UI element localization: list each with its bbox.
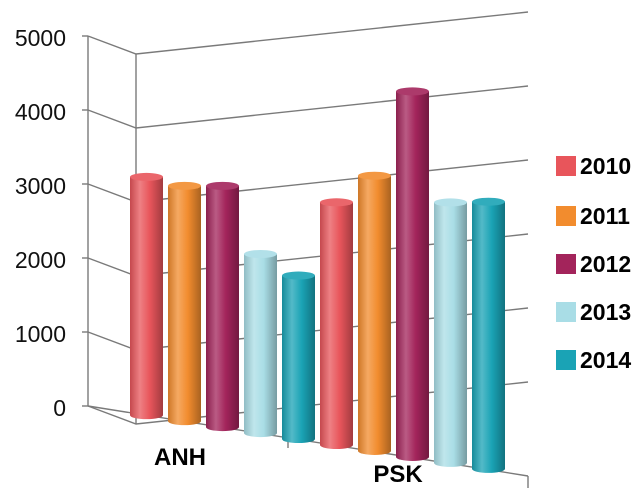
bar-ANH-2013 xyxy=(244,254,277,438)
legend-swatch-2010 xyxy=(556,156,576,176)
legend-swatch-2011 xyxy=(556,206,576,226)
y-tick-label: 3000 xyxy=(15,173,66,199)
x-category-label: ANH xyxy=(154,444,206,471)
legend-swatch-2014 xyxy=(556,350,576,370)
x-category-label: PSK xyxy=(373,461,423,488)
gridline xyxy=(87,85,529,129)
legend-label-2013: 2013 xyxy=(580,299,631,325)
legend-label-2011: 2011 xyxy=(580,203,630,229)
gridline xyxy=(87,11,529,55)
y-tick-label: 2000 xyxy=(15,247,66,273)
legend: 2010 2011 2012 2013 2014 xyxy=(556,153,631,373)
y-tick-label: 4000 xyxy=(15,99,66,125)
bar-PSK-2012 xyxy=(396,91,429,461)
bar-PSK-2013 xyxy=(434,202,467,467)
bar-top-PSK-2011 xyxy=(358,171,391,180)
x-axis: ANH PSK xyxy=(154,444,423,488)
bar-top-PSK-2014 xyxy=(472,197,505,206)
bars xyxy=(130,87,505,473)
bar-ANH-2011 xyxy=(168,185,201,426)
bar-top-ANH-2010 xyxy=(130,172,163,181)
y-tick-label: 1000 xyxy=(15,321,66,347)
bar-top-ANH-2014 xyxy=(282,271,315,280)
legend-swatch-2012 xyxy=(556,254,576,274)
bar-top-PSK-2010 xyxy=(320,198,353,207)
bar-top-ANH-2012 xyxy=(206,181,239,190)
legend-label-2012: 2012 xyxy=(580,251,631,277)
bar-ANH-2014 xyxy=(282,275,315,444)
y-tick-label: 5000 xyxy=(15,25,66,51)
legend-label-2010: 2010 xyxy=(580,153,631,179)
bar-ANH-2012 xyxy=(206,185,239,432)
bar-top-PSK-2012 xyxy=(396,87,429,96)
bar-top-PSK-2013 xyxy=(434,198,467,207)
bar-PSK-2010 xyxy=(320,202,353,450)
bar-ANH-2010 xyxy=(130,176,163,420)
bar-top-ANH-2011 xyxy=(168,181,201,190)
legend-label-2014: 2014 xyxy=(580,347,631,373)
y-axis: 0 1000 2000 3000 4000 5000 xyxy=(15,25,66,421)
bar-top-ANH-2013 xyxy=(244,250,277,259)
y-tick-label: 0 xyxy=(53,395,66,421)
bar-PSK-2014 xyxy=(472,201,505,473)
legend-swatch-2013 xyxy=(556,302,576,322)
bar-PSK-2011 xyxy=(358,175,391,455)
